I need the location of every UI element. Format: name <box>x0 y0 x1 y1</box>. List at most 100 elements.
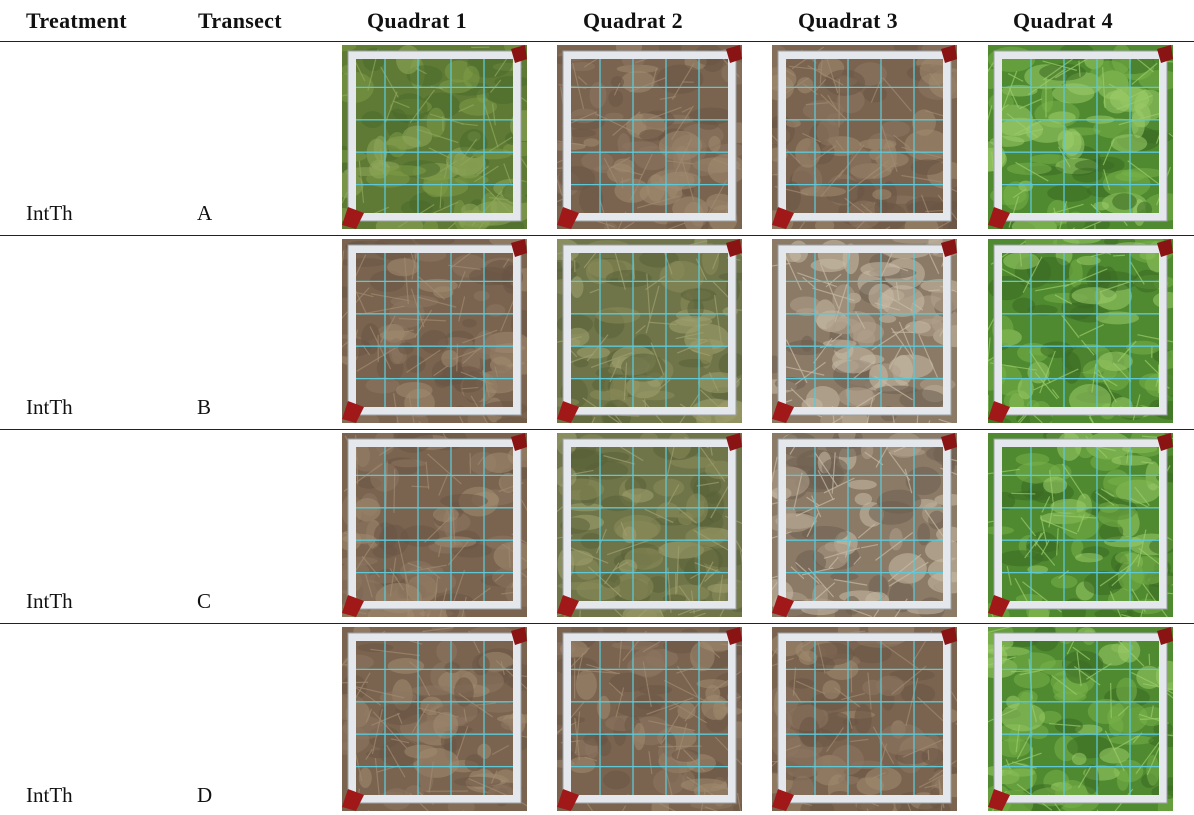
grass-blade <box>805 102 829 106</box>
corner-marker <box>342 595 364 617</box>
ground-patch <box>616 700 662 717</box>
grass-blade <box>880 641 919 670</box>
ground-patch <box>707 492 720 504</box>
grass-blade <box>1150 705 1154 718</box>
grass-blade <box>491 744 510 756</box>
grass-blade <box>690 571 702 580</box>
frame-edge <box>347 632 522 804</box>
ground-patch <box>402 125 433 148</box>
ground-patch <box>595 307 641 324</box>
ground-patch <box>862 679 884 696</box>
ground-patch <box>904 129 951 161</box>
grass-blade <box>475 702 496 706</box>
ground-patch <box>485 304 506 317</box>
ground-patch <box>772 727 801 759</box>
ground-patch <box>1076 255 1101 266</box>
ground-patch <box>889 528 903 551</box>
ground-patch <box>1018 180 1034 192</box>
grass-blade <box>705 179 728 219</box>
ground-patch <box>562 449 608 470</box>
grass-blade <box>1100 280 1133 293</box>
quadrat-photo <box>342 239 527 423</box>
ground-patch <box>617 133 631 155</box>
ground-patch <box>865 766 902 791</box>
grass-blade <box>1029 351 1051 384</box>
ground-patch <box>396 45 421 75</box>
grass-blade <box>988 468 1020 475</box>
corner-marker <box>557 401 579 423</box>
corner-marker <box>511 627 527 645</box>
frame-edge <box>777 632 952 804</box>
grass-blade <box>500 661 505 676</box>
grass-blade <box>365 748 373 760</box>
grass-blade <box>898 321 916 359</box>
grass-blade <box>988 59 996 73</box>
grass-blade <box>807 65 844 86</box>
grass-blade <box>623 362 628 400</box>
grass-blade <box>458 104 474 113</box>
corner-marker <box>941 45 957 63</box>
ground-patch <box>458 97 498 116</box>
ground-patch <box>444 662 461 674</box>
ground-patch <box>1029 154 1069 164</box>
grass-blade <box>577 76 588 86</box>
corner-marker <box>511 239 527 257</box>
grass-blade <box>1134 486 1150 506</box>
corner-marker <box>557 595 579 617</box>
quadrat-photo <box>342 627 527 811</box>
ground-patch <box>910 159 945 175</box>
grass-blade <box>599 198 610 229</box>
grass-blade <box>439 183 443 209</box>
grass-blade <box>801 567 834 576</box>
ground-patch <box>365 377 400 394</box>
ground-patch <box>801 526 848 542</box>
grass-blade <box>371 708 383 755</box>
grass-blade <box>424 516 452 543</box>
grass-blade <box>793 472 803 511</box>
ground-patch <box>789 296 822 314</box>
grass-blade <box>591 416 596 423</box>
grass-blade <box>411 485 430 488</box>
grass-blade <box>452 347 482 360</box>
frame-edge <box>777 244 952 416</box>
grass-blade <box>1022 256 1043 294</box>
grass-blade <box>410 252 417 269</box>
ground-patch <box>1089 60 1130 89</box>
ground-patch <box>1027 304 1058 316</box>
ground-patch <box>879 120 910 138</box>
ground-patch <box>785 340 826 356</box>
corner-marker <box>772 401 794 423</box>
ground-patch <box>663 638 701 654</box>
grass-blade <box>380 66 399 98</box>
ground-patch <box>436 640 458 663</box>
ground-patch <box>639 249 679 268</box>
grass-blade <box>501 591 515 595</box>
ground-patch <box>786 119 801 128</box>
grass-blade <box>1167 60 1173 63</box>
grass-blade <box>565 545 609 564</box>
grass-blade <box>438 473 449 496</box>
ground-patch <box>921 747 944 765</box>
grass-blade <box>370 293 410 302</box>
grass-blade <box>636 195 680 209</box>
grass-blade <box>463 708 467 722</box>
treatment-cell: IntTh <box>26 783 73 807</box>
quadrat-photo <box>988 433 1173 617</box>
ground-patch <box>468 267 513 286</box>
ground-patch <box>689 107 734 125</box>
quadrat-frame <box>778 439 951 609</box>
grass-blade <box>1117 705 1129 717</box>
ground-patch <box>889 669 935 681</box>
grass-blade <box>853 556 862 565</box>
ground-patch <box>1048 111 1076 124</box>
grass-blade <box>385 91 398 123</box>
grass-blade <box>772 456 778 484</box>
ground-patch <box>917 523 931 546</box>
ground-patch <box>1026 531 1059 562</box>
grass-blade <box>1126 449 1130 464</box>
header-cell: Quadrat 4 <box>1013 8 1113 33</box>
grass-blade <box>852 360 876 380</box>
quadrat-photo <box>772 433 957 617</box>
grass-blade <box>906 801 912 811</box>
grass-blade <box>612 607 624 617</box>
